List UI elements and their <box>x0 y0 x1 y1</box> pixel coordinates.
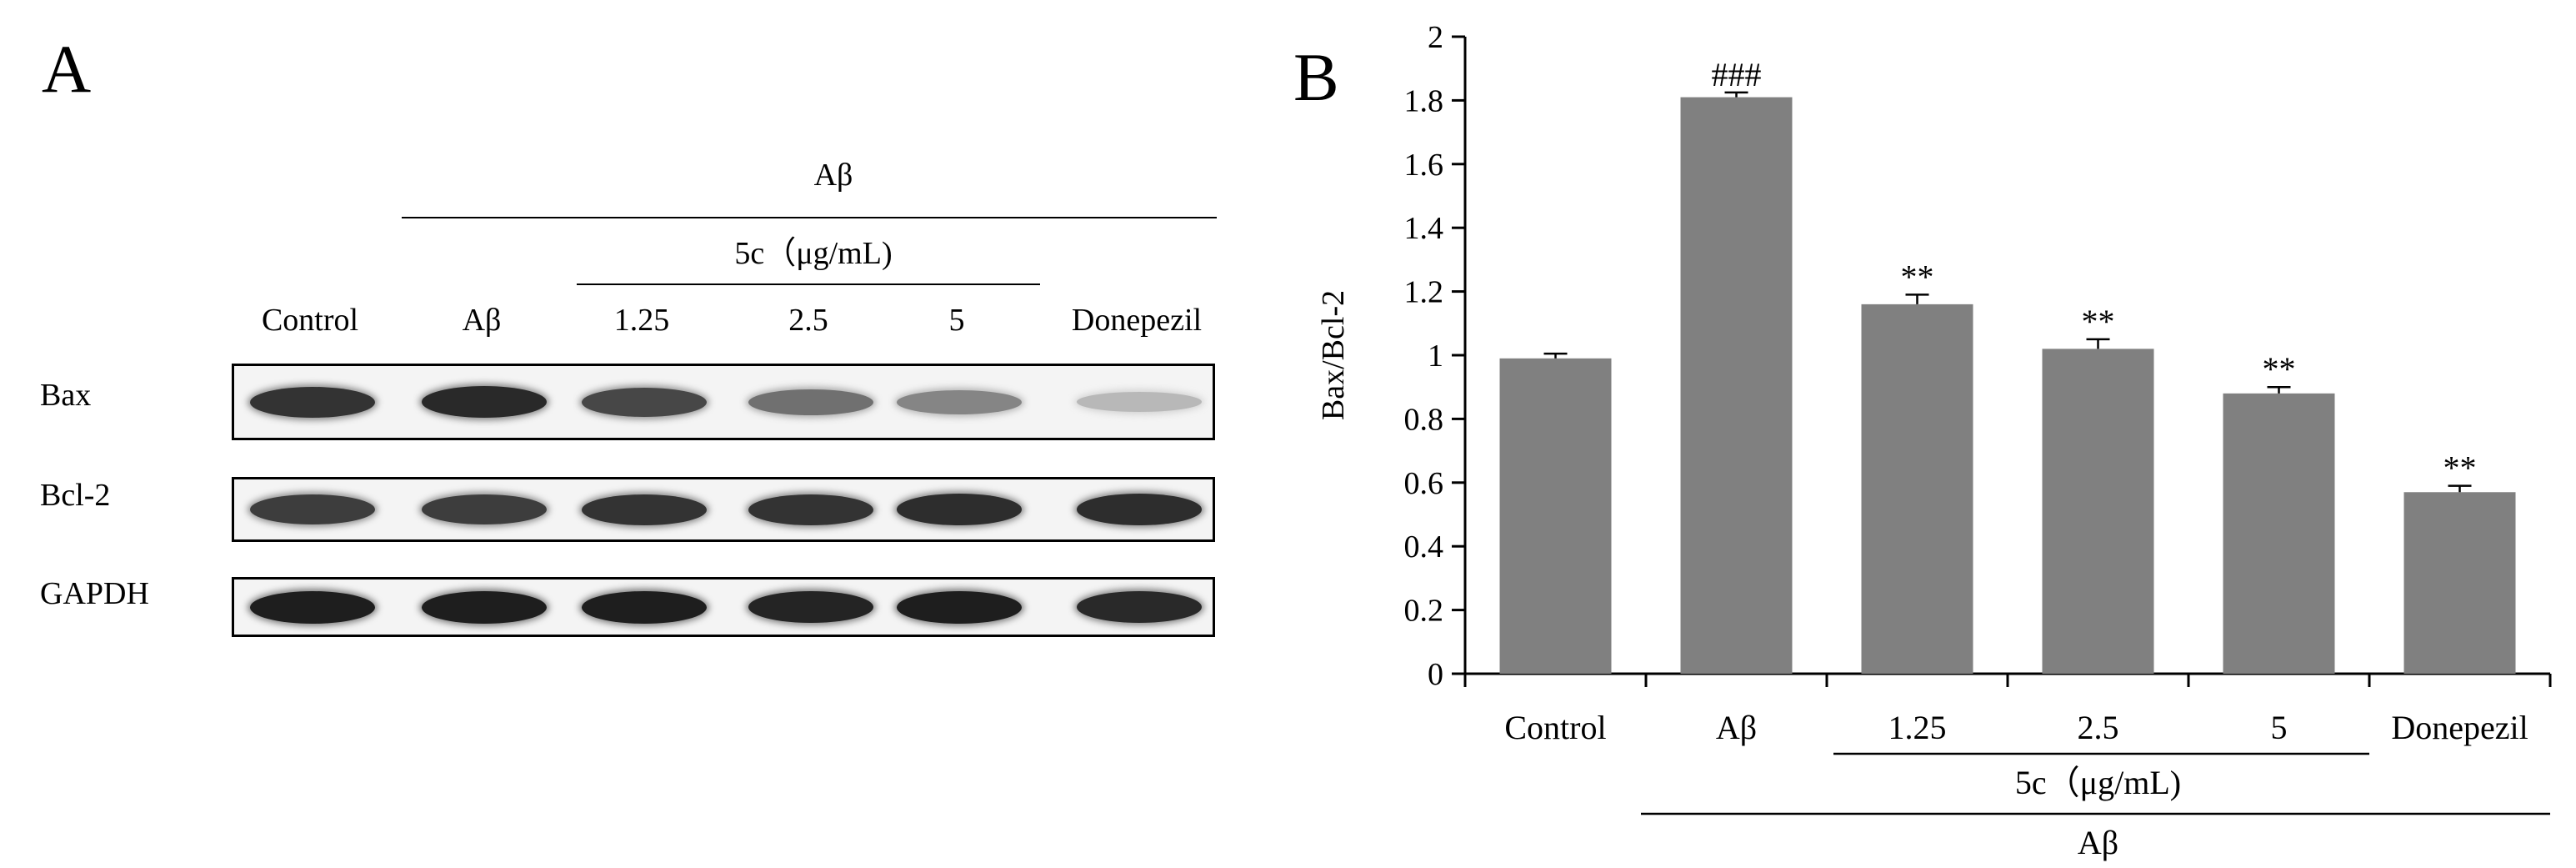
bar <box>1862 304 1973 674</box>
dose-group-label: 5c（μg/mL) <box>2015 764 2181 801</box>
y-tick-label: 0.6 <box>1404 466 1444 501</box>
y-tick-label: 1.2 <box>1404 275 1444 310</box>
bar <box>2223 394 2335 674</box>
x-tick-label: Control <box>1504 709 1606 746</box>
y-tick-label: 0.8 <box>1404 402 1444 437</box>
bar <box>2043 349 2154 674</box>
significance-label: ### <box>1712 56 1762 93</box>
y-tick-label: 2 <box>1428 20 1443 55</box>
significance-label: ** <box>2082 303 2115 340</box>
y-tick-label: 1 <box>1428 339 1443 374</box>
y-tick-label: 0.2 <box>1404 594 1444 629</box>
x-tick-label: Aβ <box>1716 709 1757 746</box>
x-tick-label: 5 <box>2271 709 2288 746</box>
x-tick-label: 2.5 <box>2078 709 2119 746</box>
bar <box>1681 98 1793 674</box>
y-tick-label: 1.4 <box>1404 211 1444 246</box>
bar <box>1500 359 1612 674</box>
y-tick-label: 1.8 <box>1404 83 1444 118</box>
significance-label: ** <box>2263 350 2296 388</box>
y-tick-label: 0 <box>1428 657 1443 692</box>
significance-label: ** <box>2443 449 2477 487</box>
x-tick-label: 1.25 <box>1888 709 1947 746</box>
y-tick-label: 1.6 <box>1404 148 1444 183</box>
y-axis-label: Bax/Bcl-2 <box>1316 290 1351 420</box>
bar <box>2404 492 2516 674</box>
treatment-group-label: Aβ <box>2078 824 2118 861</box>
y-tick-label: 0.4 <box>1404 529 1444 564</box>
significance-label: ** <box>1901 258 1934 295</box>
x-tick-label: Donepezil <box>2391 709 2528 746</box>
